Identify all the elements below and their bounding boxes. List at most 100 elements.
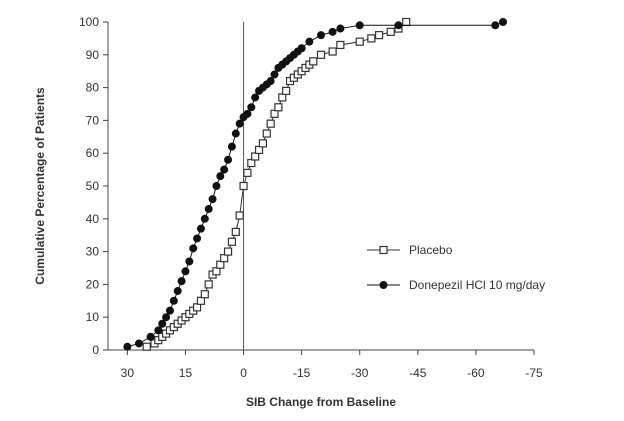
data-point	[208, 195, 217, 204]
data-point	[247, 103, 256, 112]
data-point	[193, 234, 202, 243]
data-point	[243, 109, 252, 118]
data-point	[134, 339, 143, 348]
data-point	[212, 267, 221, 276]
data-point	[316, 50, 326, 59]
x-tick-label: -30	[351, 366, 369, 380]
x-tick-label: -45	[409, 366, 427, 380]
data-point	[274, 103, 283, 112]
data-point	[491, 21, 500, 30]
data-point	[235, 211, 244, 220]
data-point	[224, 155, 233, 164]
data-point	[142, 342, 151, 351]
axes	[103, 21, 535, 355]
data-point	[254, 145, 264, 155]
data-point	[297, 44, 306, 53]
x-tick-label: 0	[240, 366, 247, 380]
data-point	[231, 227, 240, 237]
y-tick-label: 100	[79, 15, 99, 29]
data-point	[223, 247, 233, 256]
y-tick-label: 80	[86, 81, 100, 95]
data-point	[305, 37, 314, 46]
data-point	[251, 93, 260, 102]
data-point	[499, 17, 508, 26]
data-point	[200, 214, 209, 223]
data-point	[355, 37, 364, 46]
x-tick-label: -15	[293, 366, 311, 380]
data-point	[367, 34, 376, 43]
data-point	[154, 326, 163, 335]
data-point	[158, 319, 167, 328]
y-tick-label: 40	[86, 212, 100, 226]
legend: Placebo Donepezil HCl 10 mg/day	[367, 243, 545, 292]
y-axis-title: Cumulative Percentage of Patients	[33, 87, 47, 285]
data-point	[328, 47, 337, 56]
y-tick-label: 10	[86, 310, 100, 324]
series-line	[127, 21, 504, 348]
data-point	[278, 93, 287, 102]
data-point	[212, 181, 221, 190]
data-point	[266, 119, 275, 128]
legend-label: Donepezil HCl 10 mg/day	[409, 278, 545, 292]
data-point	[123, 342, 132, 351]
data-point	[189, 244, 198, 253]
data-point	[216, 260, 225, 269]
data-point	[196, 296, 206, 305]
data-point	[328, 27, 337, 36]
data-point	[386, 27, 395, 36]
data-point	[316, 31, 325, 40]
data-point	[309, 57, 318, 66]
y-tick-label: 30	[86, 245, 100, 259]
y-tick-label: 60	[86, 146, 100, 160]
data-point	[181, 267, 190, 276]
data-point	[336, 40, 345, 50]
data-point	[243, 168, 252, 177]
tick-labels: 0 10 20 30 40 50 60 70 80 90 100 30 15 0 -15 -30 -45 -60 -…	[79, 15, 543, 380]
data-point	[231, 129, 240, 138]
legend-marker	[379, 245, 388, 255]
y-tick-label: 70	[86, 113, 100, 127]
data-point	[266, 77, 275, 86]
data-point	[177, 277, 186, 286]
data-point	[196, 224, 205, 233]
data-point	[258, 139, 268, 148]
series-layer	[123, 17, 508, 351]
data-point	[216, 172, 225, 181]
data-point	[200, 290, 209, 299]
data-point	[204, 204, 213, 213]
data-point	[235, 119, 244, 128]
data-point	[251, 152, 260, 161]
data-point	[270, 70, 279, 79]
x-tick-label: 30	[121, 366, 135, 380]
data-point	[262, 129, 271, 138]
data-point	[162, 313, 171, 322]
y-tick-label: 0	[92, 343, 99, 357]
data-point	[220, 165, 229, 174]
legend-label: Placebo	[409, 243, 453, 257]
series-placebo	[142, 17, 411, 351]
data-point	[247, 158, 256, 168]
data-point	[374, 31, 384, 40]
data-point	[169, 296, 178, 305]
series-donepezil	[123, 17, 508, 351]
data-point	[173, 286, 182, 295]
data-point	[355, 21, 364, 30]
data-point	[394, 21, 403, 30]
data-point	[220, 254, 229, 263]
data-point	[270, 109, 279, 118]
x-tick-label: -60	[467, 366, 485, 380]
data-point	[227, 142, 236, 151]
data-point	[192, 303, 202, 312]
data-point	[227, 237, 237, 246]
legend-marker	[379, 280, 388, 289]
data-point	[146, 332, 155, 341]
y-tick-label: 20	[86, 277, 100, 291]
data-point	[204, 280, 213, 289]
y-tick-label: 90	[86, 48, 100, 62]
data-point	[402, 17, 411, 27]
x-tick-label: -75	[525, 366, 543, 380]
x-axis-title: SIB Change from Baseline	[246, 395, 396, 409]
x-tick-label: 15	[179, 366, 193, 380]
data-point	[185, 257, 194, 266]
